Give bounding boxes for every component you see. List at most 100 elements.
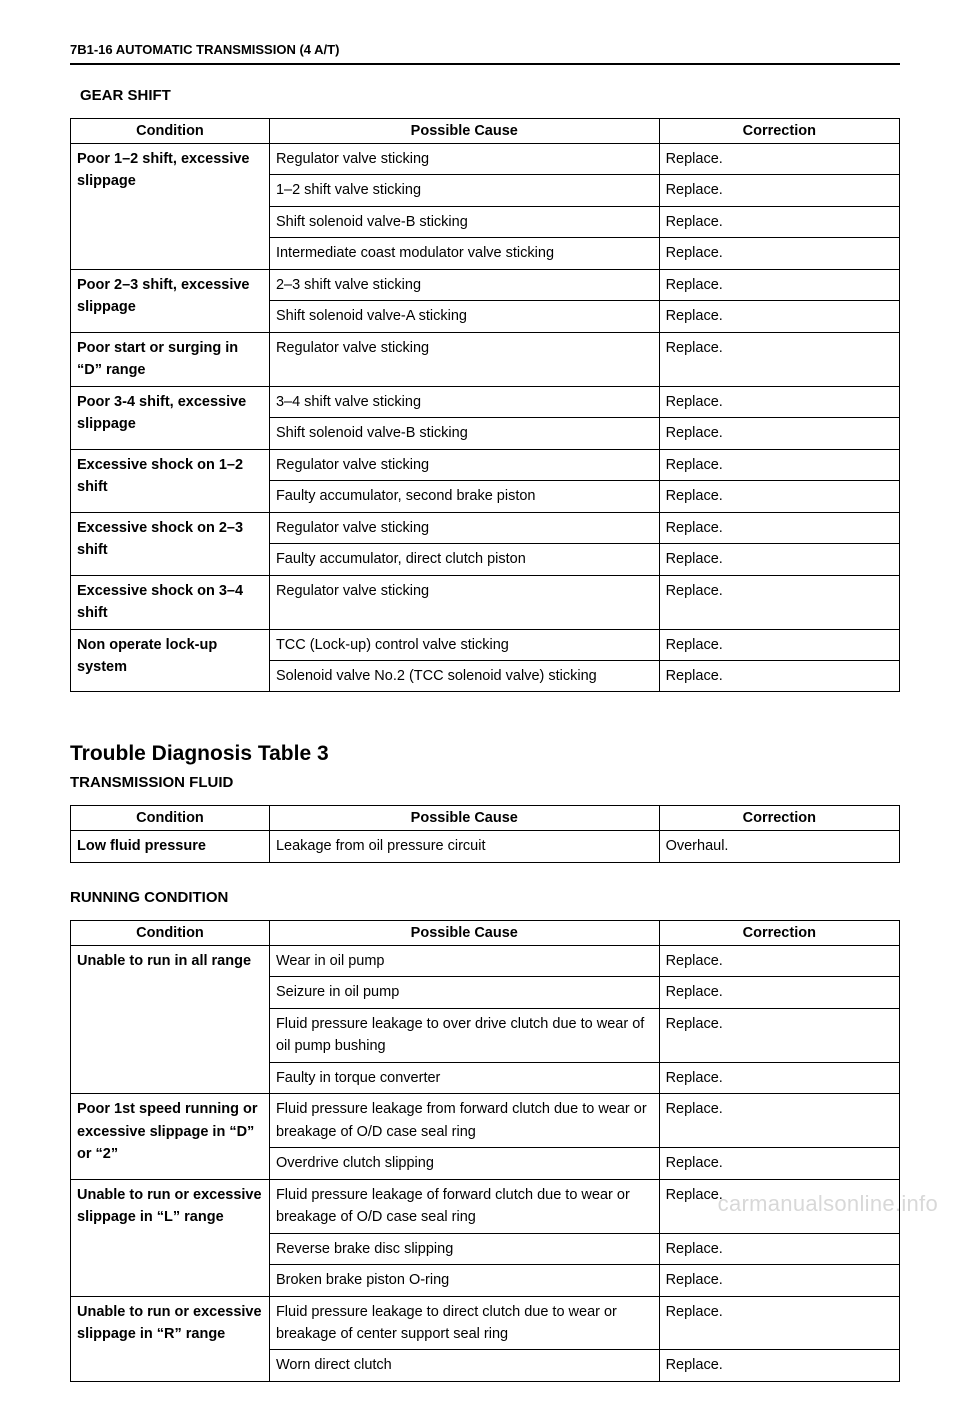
condition-cell: Non operate lock-up system — [71, 629, 270, 692]
cause-cell: Regulator valve sticking — [269, 144, 659, 175]
correction-cell: Replace. — [659, 418, 899, 449]
condition-cell: Poor 2–3 shift, excessive slippage — [71, 269, 270, 332]
cause-cell: Wear in oil pump — [269, 945, 659, 976]
cause-cell: Shift solenoid valve-B sticking — [269, 206, 659, 237]
table-row: Poor 1–2 shift, excessive slippage Regul… — [71, 144, 900, 175]
table-row: Non operate lock-up system TCC (Lock-up)… — [71, 629, 900, 660]
table-row: Poor 1st speed running or excessive slip… — [71, 1094, 900, 1148]
col-cause: Possible Cause — [269, 920, 659, 945]
cause-cell: Intermediate coast modulator valve stick… — [269, 238, 659, 269]
col-condition: Condition — [71, 806, 270, 831]
condition-cell: Poor start or surging in “D” range — [71, 332, 270, 386]
col-correction: Correction — [659, 119, 899, 144]
correction-cell: Replace. — [659, 575, 899, 629]
page-header: 7B1-16 AUTOMATIC TRANSMISSION (4 A/T) — [70, 40, 900, 65]
cause-cell: Faulty accumulator, direct clutch piston — [269, 544, 659, 575]
table-row: Low fluid pressure Leakage from oil pres… — [71, 831, 900, 862]
correction-cell: Replace. — [659, 660, 899, 691]
condition-cell: Poor 1–2 shift, excessive slippage — [71, 144, 270, 270]
cause-cell: 3–4 shift valve sticking — [269, 386, 659, 417]
table-header-row: Condition Possible Cause Correction — [71, 920, 900, 945]
cause-cell: Shift solenoid valve-A sticking — [269, 301, 659, 332]
correction-cell: Replace. — [659, 1350, 899, 1381]
cause-cell: Reverse brake disc slipping — [269, 1233, 659, 1264]
col-condition: Condition — [71, 920, 270, 945]
table-running-condition: Condition Possible Cause Correction Unab… — [70, 920, 900, 1382]
correction-cell: Replace. — [659, 1008, 899, 1062]
correction-cell: Replace. — [659, 386, 899, 417]
condition-cell: Excessive shock on 1–2 shift — [71, 449, 270, 512]
section-title-transmission-fluid: TRANSMISSION FLUID — [70, 774, 900, 791]
condition-cell: Unable to run or excessive slippage in “… — [71, 1179, 270, 1296]
cause-cell: 1–2 shift valve sticking — [269, 175, 659, 206]
cause-cell: Faulty accumulator, second brake piston — [269, 481, 659, 512]
correction-cell: Replace. — [659, 1233, 899, 1264]
correction-cell: Overhaul. — [659, 831, 899, 862]
table-row: Excessive shock on 3–4 shift Regulator v… — [71, 575, 900, 629]
cause-cell: Regulator valve sticking — [269, 449, 659, 480]
condition-cell: Low fluid pressure — [71, 831, 270, 862]
correction-cell: Replace. — [659, 301, 899, 332]
condition-cell: Unable to run or excessive slippage in “… — [71, 1296, 270, 1381]
col-cause: Possible Cause — [269, 806, 659, 831]
correction-cell: Replace. — [659, 544, 899, 575]
cause-cell: TCC (Lock-up) control valve sticking — [269, 629, 659, 660]
cause-cell: Overdrive clutch slipping — [269, 1148, 659, 1179]
correction-cell: Replace. — [659, 1148, 899, 1179]
watermark-text: carmanualsonline.info — [718, 1191, 938, 1217]
correction-cell: Replace. — [659, 1265, 899, 1296]
table-header-row: Condition Possible Cause Correction — [71, 119, 900, 144]
col-correction: Correction — [659, 806, 899, 831]
cause-cell: Solenoid valve No.2 (TCC solenoid valve)… — [269, 660, 659, 691]
correction-cell: Replace. — [659, 206, 899, 237]
cause-cell: Regulator valve sticking — [269, 512, 659, 543]
correction-cell: Replace. — [659, 175, 899, 206]
table-row: Excessive shock on 1–2 shift Regulator v… — [71, 449, 900, 480]
correction-cell: Replace. — [659, 144, 899, 175]
correction-cell: Replace. — [659, 512, 899, 543]
correction-cell: Replace. — [659, 1094, 899, 1148]
table-row: Unable to run or excessive slippage in “… — [71, 1296, 900, 1350]
cause-cell: Seizure in oil pump — [269, 977, 659, 1008]
cause-cell: Broken brake piston O-ring — [269, 1265, 659, 1296]
cause-cell: Fluid pressure leakage of forward clutch… — [269, 1179, 659, 1233]
correction-cell: Replace. — [659, 481, 899, 512]
correction-cell: Replace. — [659, 977, 899, 1008]
table-row: Poor 3-4 shift, excessive slippage 3–4 s… — [71, 386, 900, 417]
condition-cell: Poor 1st speed running or excessive slip… — [71, 1094, 270, 1179]
cause-cell: Fluid pressure leakage to direct clutch … — [269, 1296, 659, 1350]
table-row: Poor 2–3 shift, excessive slippage 2–3 s… — [71, 269, 900, 300]
table-row: Excessive shock on 2–3 shift Regulator v… — [71, 512, 900, 543]
section-title-gear-shift: GEAR SHIFT — [80, 87, 900, 104]
col-cause: Possible Cause — [269, 119, 659, 144]
correction-cell: Replace. — [659, 1062, 899, 1093]
correction-cell: Replace. — [659, 629, 899, 660]
col-condition: Condition — [71, 119, 270, 144]
condition-cell: Excessive shock on 3–4 shift — [71, 575, 270, 629]
heading-trouble-diagnosis: Trouble Diagnosis Table 3 — [70, 742, 900, 766]
cause-cell: Faulty in torque converter — [269, 1062, 659, 1093]
cause-cell: Shift solenoid valve-B sticking — [269, 418, 659, 449]
correction-cell: Replace. — [659, 945, 899, 976]
condition-cell: Excessive shock on 2–3 shift — [71, 512, 270, 575]
table-header-row: Condition Possible Cause Correction — [71, 806, 900, 831]
correction-cell: Replace. — [659, 449, 899, 480]
table-transmission-fluid: Condition Possible Cause Correction Low … — [70, 805, 900, 862]
correction-cell: Replace. — [659, 332, 899, 386]
correction-cell: Replace. — [659, 269, 899, 300]
col-correction: Correction — [659, 920, 899, 945]
cause-cell: 2–3 shift valve sticking — [269, 269, 659, 300]
cause-cell: Fluid pressure leakage from forward clut… — [269, 1094, 659, 1148]
table-row: Unable to run in all range Wear in oil p… — [71, 945, 900, 976]
cause-cell: Regulator valve sticking — [269, 332, 659, 386]
condition-cell: Unable to run in all range — [71, 945, 270, 1093]
cause-cell: Fluid pressure leakage to over drive clu… — [269, 1008, 659, 1062]
condition-cell: Poor 3-4 shift, excessive slippage — [71, 386, 270, 449]
correction-cell: Replace. — [659, 238, 899, 269]
cause-cell: Leakage from oil pressure circuit — [269, 831, 659, 862]
cause-cell: Worn direct clutch — [269, 1350, 659, 1381]
table-row: Poor start or surging in “D” range Regul… — [71, 332, 900, 386]
correction-cell: Replace. — [659, 1296, 899, 1350]
section-title-running-condition: RUNNING CONDITION — [70, 889, 900, 906]
cause-cell: Regulator valve sticking — [269, 575, 659, 629]
